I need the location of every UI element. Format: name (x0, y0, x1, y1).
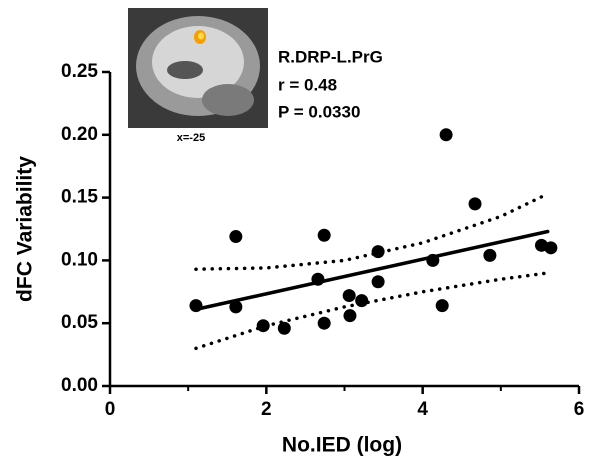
data-point (311, 272, 325, 286)
data-point (468, 197, 482, 211)
data-point (229, 230, 243, 244)
annotation: r = 0.48 (278, 75, 337, 94)
data-point (317, 316, 331, 330)
brain-matter (152, 26, 244, 98)
y-tick-label: 0.00 (61, 375, 98, 396)
activation-core (198, 32, 204, 40)
data-point (343, 309, 357, 323)
y-tick-label: 0.15 (61, 187, 98, 208)
y-tick-label: 0.05 (61, 312, 98, 333)
data-point (189, 299, 203, 313)
data-point (483, 248, 497, 262)
x-tick-label: 0 (105, 399, 116, 420)
data-point (317, 228, 331, 242)
data-point (435, 299, 449, 313)
x-tick-label: 4 (417, 399, 428, 420)
data-point (439, 128, 453, 142)
x-tick-label: 6 (574, 399, 585, 420)
data-point (371, 275, 385, 289)
y-axis-title: dFC Variability (14, 156, 37, 302)
data-point (426, 253, 440, 267)
y-tick-label: 0.20 (61, 124, 98, 145)
data-point (355, 294, 369, 308)
regression-line (194, 229, 550, 312)
brain-inset (128, 8, 268, 128)
data-point (371, 245, 385, 259)
inset-label: x=-25 (177, 132, 205, 144)
data-point (277, 321, 291, 335)
ventricle (167, 61, 203, 79)
y-tick-label: 0.10 (61, 249, 98, 270)
y-tick-label: 0.25 (61, 61, 98, 82)
x-axis-title: No.IED (log) (282, 434, 402, 457)
x-tick-label: 2 (261, 399, 272, 420)
data-point (256, 319, 270, 333)
annotation: R.DRP-L.PrG (278, 47, 383, 66)
data-point (229, 300, 243, 314)
cerebellum (202, 84, 254, 116)
data-point (544, 241, 558, 255)
data-point (342, 289, 356, 303)
confidence-band-lower (194, 271, 550, 351)
annotation: P = 0.0330 (278, 102, 360, 121)
